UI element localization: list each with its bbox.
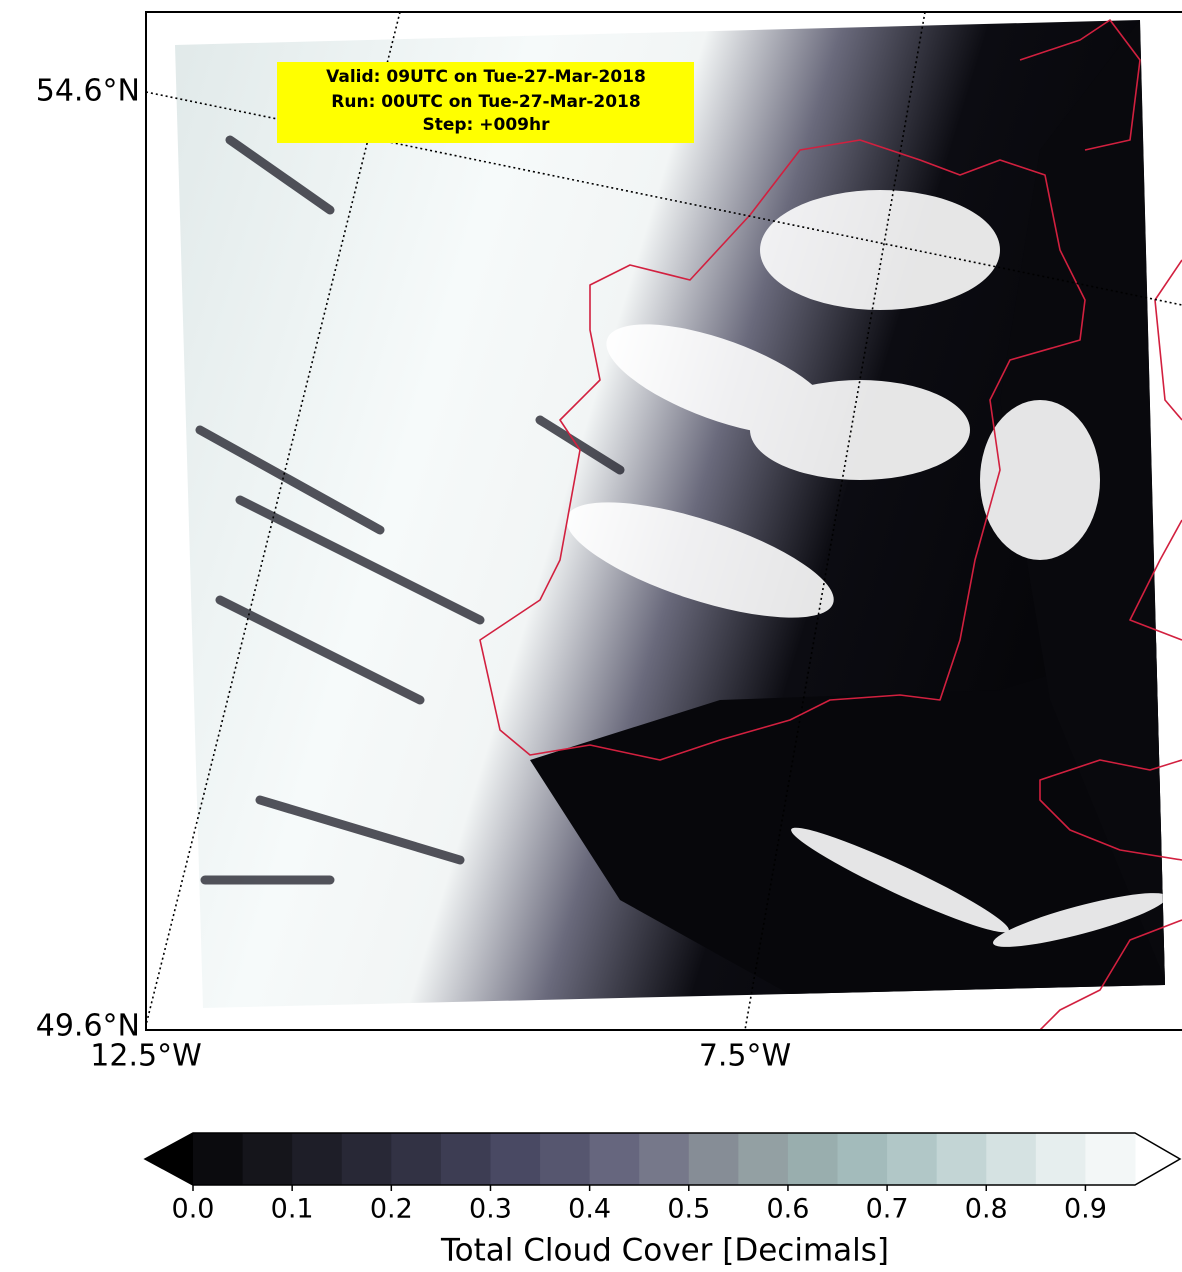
annotation-line: Step: +009hr xyxy=(422,115,550,135)
lat-label: 54.6°N xyxy=(36,74,140,109)
colorbar-bin xyxy=(738,1133,788,1185)
colorbar-bin xyxy=(391,1133,441,1185)
colorbar-bin xyxy=(540,1133,590,1185)
colorbar-tick-label: 0.9 xyxy=(1064,1194,1107,1225)
colorbar-bin xyxy=(441,1133,491,1185)
colorbar-bin xyxy=(788,1133,838,1185)
colorbar-tick-label: 0.1 xyxy=(271,1194,314,1225)
colorbar-tick-label: 0.8 xyxy=(965,1194,1008,1225)
colorbar-tick-label: 0.3 xyxy=(469,1194,512,1225)
colorbar-bin xyxy=(342,1133,392,1185)
figure: 54.6°N 49.6°N 12.5°W 7.5°W Valid: 09UTC … xyxy=(0,0,1182,1272)
colorbar-bin xyxy=(1085,1133,1135,1185)
colorbar: Total Cloud Cover [Decimals] 0.0 0.1 0.2 0.… xyxy=(145,1133,1180,1269)
cloud-field xyxy=(150,15,1180,1025)
annotation: Valid: 09UTC on Tue-27-Mar-2018 Run: 00U… xyxy=(277,62,694,143)
colorbar-extend-over xyxy=(1135,1133,1180,1185)
colorbar-bin xyxy=(292,1133,342,1185)
annotation-line: Valid: 09UTC on Tue-27-Mar-2018 xyxy=(326,67,646,87)
colorbar-bin xyxy=(639,1133,689,1185)
colorbar-bin xyxy=(490,1133,540,1185)
colorbar-bin xyxy=(243,1133,293,1185)
colorbar-tick-label: 0.4 xyxy=(568,1194,611,1225)
map: 54.6°N 49.6°N 12.5°W 7.5°W Valid: 09UTC … xyxy=(36,12,1182,1074)
colorbar-bin xyxy=(193,1133,243,1185)
colorbar-tick-label: 0.5 xyxy=(667,1194,710,1225)
colorbar-tick-label: 0.2 xyxy=(370,1194,413,1225)
annotation-line: Run: 00UTC on Tue-27-Mar-2018 xyxy=(331,92,640,112)
colorbar-label: Total Cloud Cover [Decimals] xyxy=(440,1233,889,1269)
colorbar-bin xyxy=(986,1133,1036,1185)
colorbar-tick-label: 0.7 xyxy=(866,1194,909,1225)
lon-label: 7.5°W xyxy=(699,1039,791,1074)
colorbar-tick-label: 0.0 xyxy=(172,1194,215,1225)
colorbar-bin xyxy=(838,1133,888,1185)
colorbar-bin xyxy=(689,1133,739,1185)
colorbar-extend-under xyxy=(145,1133,193,1185)
colorbar-bin xyxy=(590,1133,640,1185)
colorbar-bin xyxy=(937,1133,987,1185)
lon-label: 12.5°W xyxy=(90,1039,201,1074)
colorbar-bin xyxy=(1036,1133,1086,1185)
colorbar-tick-label: 0.6 xyxy=(766,1194,809,1225)
colorbar-bin xyxy=(887,1133,937,1185)
